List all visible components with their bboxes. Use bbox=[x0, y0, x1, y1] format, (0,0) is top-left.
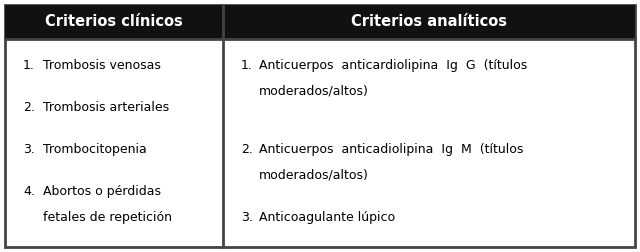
Text: 3.: 3. bbox=[23, 143, 35, 156]
Text: Trombocitopenia: Trombocitopenia bbox=[43, 143, 147, 156]
Text: Criterios clínicos: Criterios clínicos bbox=[45, 15, 183, 29]
Text: 2.: 2. bbox=[241, 143, 253, 156]
Text: Trombosis venosas: Trombosis venosas bbox=[43, 59, 161, 72]
Text: Anticuerpos  anticadiolipina  Ig  M  (títulos: Anticuerpos anticadiolipina Ig M (título… bbox=[259, 143, 524, 156]
Text: 4.: 4. bbox=[23, 185, 35, 198]
Text: 2.: 2. bbox=[23, 101, 35, 114]
Text: 3.: 3. bbox=[241, 211, 253, 224]
Text: 1.: 1. bbox=[241, 59, 253, 72]
Text: Trombosis arteriales: Trombosis arteriales bbox=[43, 101, 169, 114]
Text: Anticuerpos  anticardiolipina  Ig  G  (títulos: Anticuerpos anticardiolipina Ig G (títul… bbox=[259, 59, 527, 72]
Text: Anticoagulante lúpico: Anticoagulante lúpico bbox=[259, 211, 395, 224]
Text: 1.: 1. bbox=[23, 59, 35, 72]
Text: Abortos o pérdidas: Abortos o pérdidas bbox=[43, 185, 161, 198]
Text: moderados/altos): moderados/altos) bbox=[259, 169, 369, 182]
Text: moderados/altos): moderados/altos) bbox=[259, 85, 369, 98]
Bar bbox=[5, 5, 635, 39]
Text: Criterios analíticos: Criterios analíticos bbox=[351, 15, 507, 29]
Text: fetales de repetición: fetales de repetición bbox=[43, 211, 172, 224]
